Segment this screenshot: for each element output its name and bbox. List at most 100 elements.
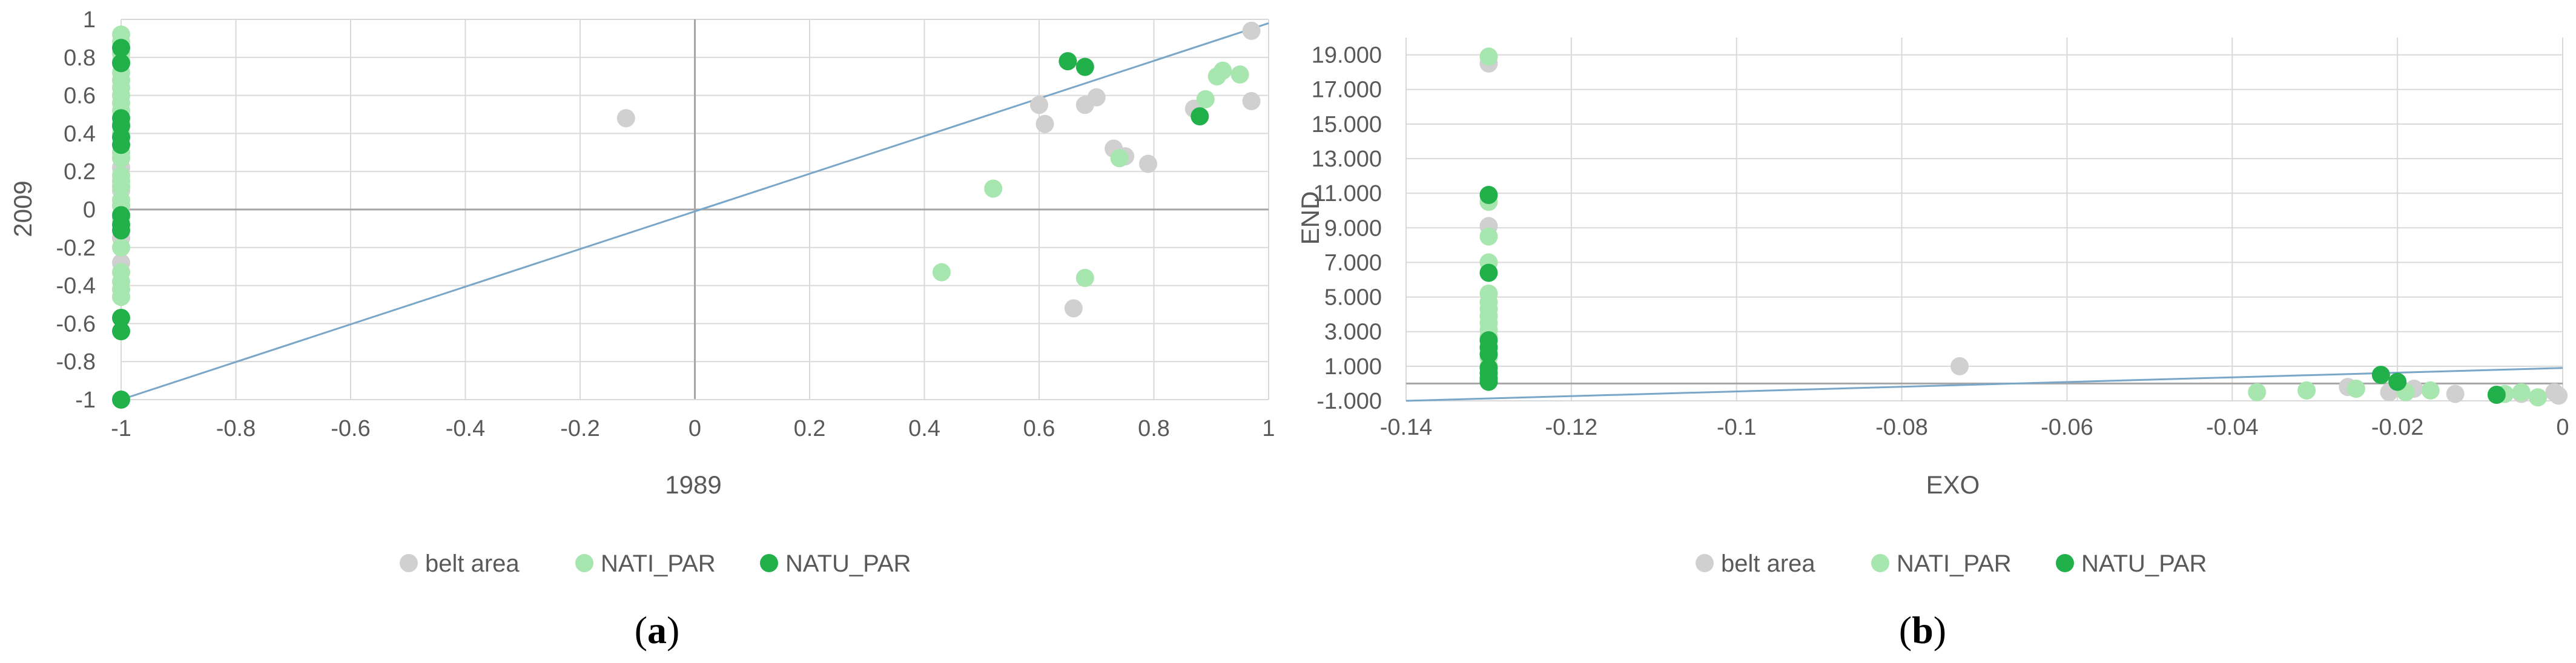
chart-a-x-tick-label: 0.4 (908, 416, 940, 441)
chart-a-points (112, 21, 1261, 409)
chart-a-x-tick-label: -0.6 (331, 416, 370, 441)
chart-a-point-nati-par (1230, 65, 1249, 84)
chart-b-legend-label-nati-par: NATI_PAR (1897, 550, 2012, 577)
chart-b-y-tick-label: 13.000 (1312, 147, 1382, 172)
chart-b-y-ticks: 19.000 17.000 15.000 13.000 11.000 9.000 7.000… (1312, 43, 1382, 414)
chart-b-point-nati-par (2346, 380, 2365, 398)
chart-a-legend: belt area NATI_PAR NATU_PAR (400, 550, 911, 577)
chart-b-grid (1405, 38, 2563, 401)
chart-a-caption: (a) (635, 609, 680, 651)
chart-a-point-belt-area (1242, 21, 1261, 40)
chart-a-x-tick-label: 0.8 (1138, 416, 1170, 441)
chart-b-points (1479, 47, 2568, 407)
chart-b-point-natu-par (2371, 366, 2390, 384)
chart-b-x-tick-label: -0.04 (2206, 415, 2259, 440)
chart-a-y-tick-label: -0.6 (56, 311, 96, 337)
chart-b-legend-marker-belt-area (1696, 554, 1714, 572)
chart-b-trendline (1405, 367, 2563, 402)
chart-a-point-nati-par (112, 288, 130, 306)
chart-a-x-tick-label: -0.2 (560, 416, 599, 441)
chart-a-y-tick-label: -0.8 (56, 349, 96, 375)
chart-b-caption-letter: b (1912, 609, 1934, 651)
chart-panel-b: -0.14 -0.12 -0.1 -0.08 -0.06 -0.04 -0.02 0 19.0… (1296, 38, 2569, 651)
chart-a-x-tick-label: -0.8 (216, 416, 256, 441)
chart-a-point-natu-par (1075, 58, 1094, 76)
chart-a-x-tick-label: -0.4 (446, 416, 485, 441)
chart-a-point-nati-par (112, 177, 130, 196)
chart-a-point-belt-area (1030, 96, 1048, 114)
chart-a-x-tick-label: 1 (1262, 416, 1275, 441)
chart-a-y-axis-title: 2009 (8, 180, 37, 237)
chart-b-y-tick-label: 5.000 (1324, 285, 1382, 311)
chart-b-point-natu-par (2388, 372, 2407, 391)
chart-a-y-ticks: 1 0.8 0.6 0.4 0.2 0 -0.2 -0.4 -0.6 -0.8 -1 (56, 7, 96, 413)
chart-b-y-tick-label: 11.000 (1313, 181, 1382, 206)
chart-b-legend-marker-natu-par (2056, 554, 2074, 572)
chart-b-point-natu-par (1479, 372, 1498, 391)
chart-b-point-natu-par (2487, 386, 2506, 404)
chart-b-x-tick-label: -0.02 (2371, 415, 2424, 440)
chart-a-legend-label-belt-area: belt area (425, 550, 520, 577)
chart-panel-a: -1 -0.8 -0.6 -0.4 -0.2 0 0.2 0.4 0.6 0.8 1 1 0.8 0.6… (8, 7, 1275, 651)
chart-a-point-natu-par (112, 391, 130, 409)
chart-b-y-tick-label: 15.000 (1312, 112, 1382, 137)
chart-b-y-tick-label: 19.000 (1312, 43, 1382, 68)
chart-a-trendline-group (121, 22, 1269, 401)
chart-a-legend-marker-belt-area (400, 554, 418, 572)
chart-b-legend-label-belt-area: belt area (1721, 550, 1815, 577)
chart-b-y-tick-label: 7.000 (1324, 250, 1382, 275)
chart-a-y-tick-label: 0.6 (64, 84, 96, 109)
chart-a-x-ticks: -1 -0.8 -0.6 -0.4 -0.2 0 0.2 0.4 0.6 0.8 1 (111, 416, 1275, 441)
chart-a-x-axis-title: 1989 (665, 470, 721, 499)
chart-a-point-belt-area (1035, 114, 1054, 133)
chart-a-point-nati-par (112, 238, 130, 257)
chart-a-trendline (121, 22, 1269, 401)
chart-b-point-nati-par (2529, 388, 2548, 407)
chart-a-point-nati-par (1075, 269, 1094, 288)
chart-a-legend-marker-natu-par (760, 554, 778, 572)
chart-a-point-natu-par (112, 54, 130, 73)
chart-a-x-tick-label: 0.6 (1023, 416, 1055, 441)
chart-a-point-natu-par (1191, 107, 1209, 126)
chart-a-point-natu-par (112, 39, 130, 58)
chart-b-x-tick-label: -0.06 (2041, 415, 2093, 440)
chart-b-y-axis-title: END (1296, 191, 1324, 245)
chart-b-legend: belt area NATI_PAR NATU_PAR (1696, 550, 2207, 577)
chart-b-point-natu-par (1479, 345, 1498, 363)
chart-a-y-tick-label: 0 (83, 197, 96, 223)
chart-b-point-nati-par (1479, 47, 1498, 66)
chart-a-caption-letter: a (647, 609, 667, 651)
chart-a-legend-marker-nati-par (575, 554, 593, 572)
chart-a-point-natu-par (1058, 52, 1077, 71)
chart-a-point-natu-par (112, 322, 130, 340)
chart-a-point-nati-par (984, 179, 1003, 198)
chart-b-trendline-group (1405, 367, 2563, 402)
chart-a-y-tick-label: -0.4 (56, 274, 96, 299)
chart-b-y-tick-label: -1.000 (1316, 389, 1382, 414)
chart-a-x-tick-label: -1 (111, 416, 131, 441)
chart-b-x-tick-label: -0.14 (1380, 415, 1433, 440)
chart-b-caption: (b) (1899, 609, 1946, 651)
chart-b-y-tick-label: 9.000 (1324, 216, 1382, 241)
chart-a-y-tick-label: 0.4 (64, 121, 96, 147)
chart-a-point-belt-area (1139, 154, 1158, 173)
chart-b-point-belt-area (2446, 384, 2465, 403)
chart-b-point-natu-par (1479, 186, 1498, 204)
chart-a-axes (121, 19, 1269, 400)
chart-a-y-tick-label: -1 (75, 388, 96, 413)
chart-b-x-tick-label: 0 (2556, 415, 2569, 440)
chart-a-point-nati-par (1110, 149, 1129, 168)
chart-a-point-belt-area (1242, 92, 1261, 111)
chart-b-point-nati-par (2512, 383, 2531, 401)
chart-a-point-natu-par (112, 221, 130, 240)
chart-b-legend-marker-nati-par (1871, 554, 1889, 572)
chart-b-point-belt-area (1950, 357, 1969, 375)
chart-b-point-natu-par (1479, 263, 1498, 282)
chart-b-legend-label-natu-par: NATU_PAR (2081, 550, 2207, 577)
chart-a-y-tick-label: -0.2 (56, 236, 96, 261)
chart-a-legend-label-natu-par: NATU_PAR (785, 550, 911, 577)
chart-b-point-nati-par (1479, 227, 1498, 246)
chart-a-point-nati-par (1196, 90, 1215, 108)
chart-a-point-belt-area (1064, 299, 1083, 318)
